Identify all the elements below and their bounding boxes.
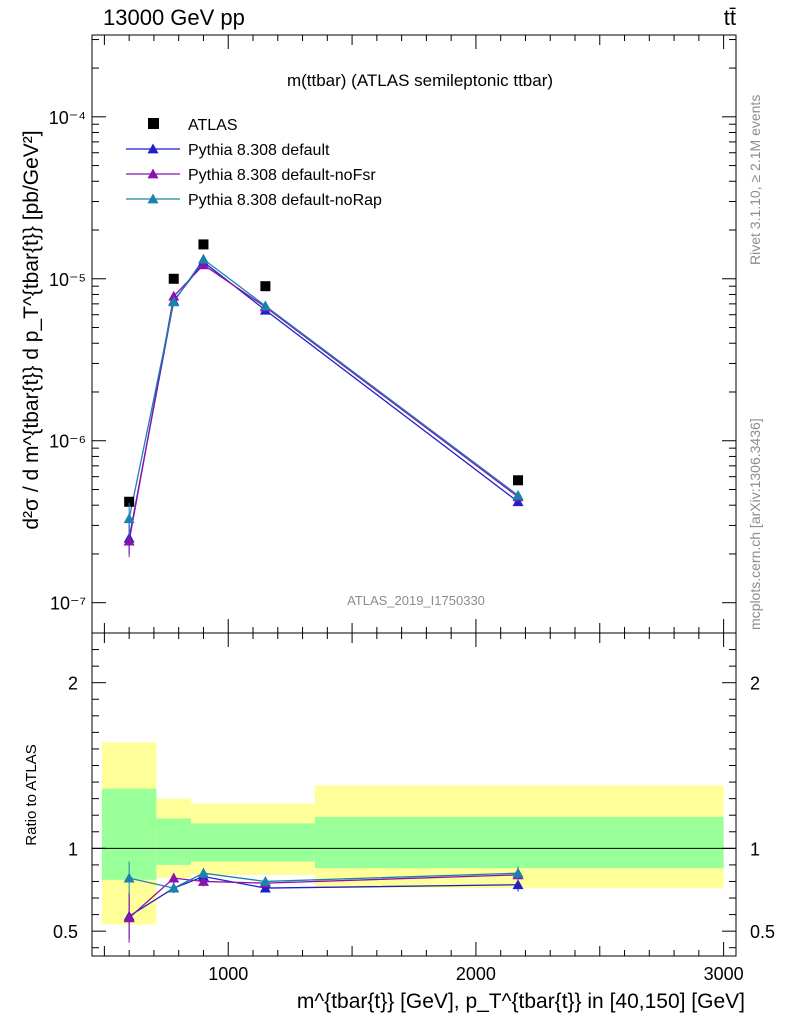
ratio-point-2	[259, 875, 271, 886]
main-y-tick-label: 10⁻⁷	[50, 594, 86, 614]
ratio-plot-data	[123, 861, 524, 943]
ratio-point-1	[123, 912, 135, 923]
mc-data-point-3	[259, 300, 271, 311]
legend-label: ATLAS	[188, 117, 238, 134]
mc-data-point-3	[123, 513, 135, 524]
x-axis-label: m^{tbar{t}} [GeV], p_T^{tbar{t}} in [40,…	[297, 990, 745, 1013]
ratio-y-axis-label: Ratio to ATLAS	[23, 744, 40, 845]
series-line-2	[128, 263, 519, 542]
ratio-point-2	[123, 872, 135, 883]
x-tick-label: 1000	[208, 964, 248, 984]
legend-label: Pythia 8.308 default-noFsr	[188, 167, 376, 184]
atlas-data-point	[168, 273, 179, 284]
legend-marker-atlas	[148, 118, 159, 129]
ratio-y-tick-label-right: 1	[750, 839, 760, 859]
mc-data-point-3	[512, 489, 524, 500]
legend: ATLAS Pythia 8.308 default Pythia 8.308 de…	[126, 117, 382, 209]
atlas-data-point	[124, 496, 135, 507]
header-left: 13000 GeV pp	[103, 5, 245, 30]
ratio-point-1	[168, 872, 180, 883]
ratio-point-2	[512, 867, 524, 878]
header-right: tt̄	[724, 5, 736, 30]
ratio-y-tick-label: 2	[68, 674, 78, 694]
mc-data-point-2	[168, 290, 180, 301]
legend-label: Pythia 8.308 default-noRap	[188, 192, 382, 209]
legend-marker	[147, 193, 159, 204]
atlas-data-point	[260, 281, 271, 292]
ratio-point-2	[197, 867, 209, 878]
rivet-label: Rivet 3.1.10, ≥ 2.1M events	[747, 95, 763, 265]
axes-ticks: 10⁻⁷ 10⁻⁶ 10⁻⁵ 10⁻⁴ 1000 2000 3000 0.5 0.5 1 1 2 2	[49, 35, 775, 984]
main-y-tick-label: 10⁻⁵	[49, 270, 86, 290]
mc-data-point-3	[197, 253, 209, 264]
legend-marker	[147, 168, 159, 179]
atlas-data-point	[513, 475, 524, 486]
main-y-tick-label: 10⁻⁶	[49, 432, 86, 452]
ratio-point-0	[512, 879, 524, 890]
ratio-y-tick-label: 1	[68, 839, 78, 859]
ratio-y-tick-label-right: 0.5	[750, 922, 775, 942]
main-plot-data	[123, 239, 524, 558]
ratio-point-1	[197, 875, 209, 886]
ratio-y-tick-label: 0.5	[53, 922, 78, 942]
ratio-uncertainty-bands	[92, 742, 736, 925]
plot-title: m(ttbar) (ATLAS semileptonic ttbar)	[287, 71, 553, 90]
x-tick-label: 2000	[456, 964, 496, 984]
legend-label: Pythia 8.308 default	[188, 142, 330, 159]
ratio-band-green	[156, 818, 192, 865]
mcplots-label: mcplots.cern.ch [arXiv:1306.3436]	[747, 418, 763, 630]
mc-data-point-2	[123, 535, 135, 546]
analysis-watermark: ATLAS_2019_I1750330	[347, 593, 485, 608]
legend-marker	[147, 143, 159, 154]
ratio-point-0	[259, 882, 271, 893]
ratio-point-2	[168, 882, 180, 893]
x-tick-label: 3000	[704, 964, 744, 984]
ratio-y-tick-label-right: 2	[750, 674, 760, 694]
ratio-band-green	[314, 816, 724, 869]
series-line-1	[128, 261, 519, 539]
ratio-band-green	[191, 823, 315, 862]
atlas-data-point	[198, 239, 209, 250]
mc-data-point-2	[197, 259, 209, 270]
main-y-axis-label: d²σ / d m^{tbar{t}} d p_T^{tbar{t}} [pb/…	[20, 130, 43, 529]
ratio-plot-frame	[91, 632, 737, 957]
main-y-tick-label: 10⁻⁴	[49, 108, 86, 128]
series-line-3	[128, 258, 519, 519]
mc-data-point-3	[168, 296, 180, 307]
